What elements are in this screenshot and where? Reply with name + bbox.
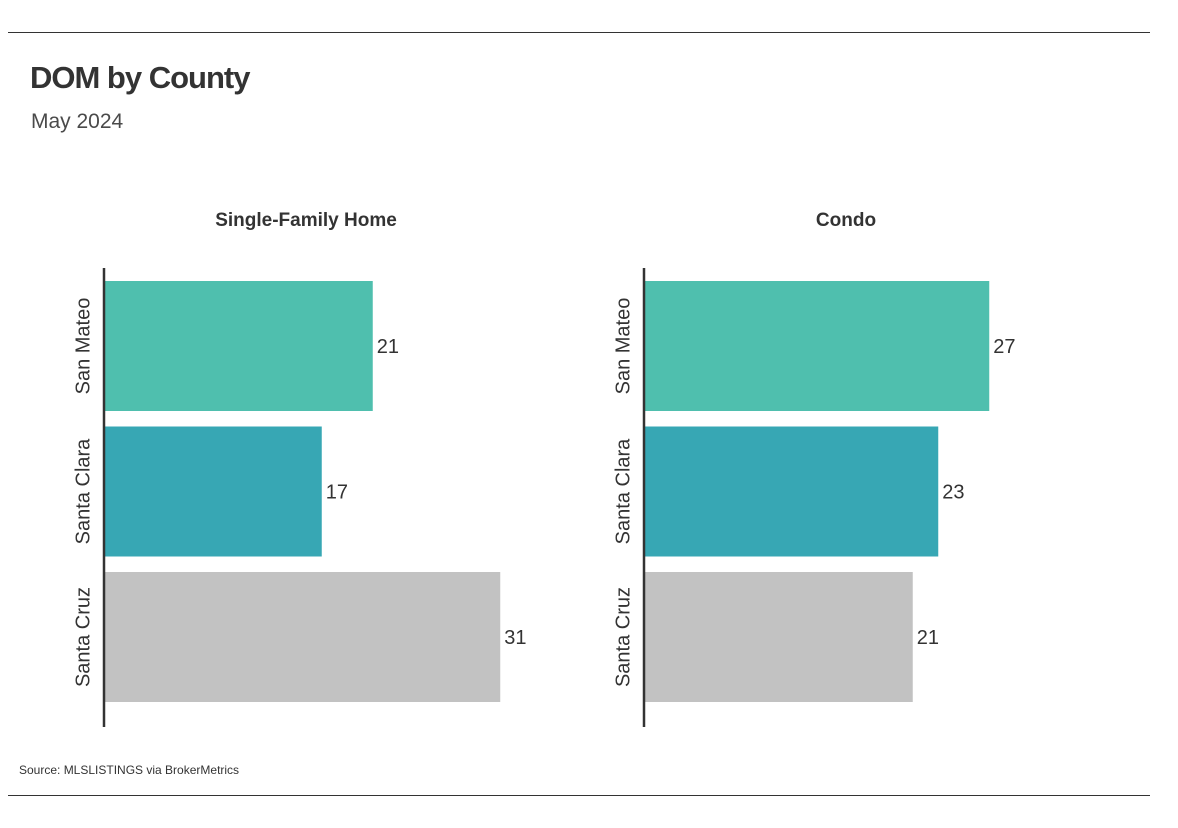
chart-panel-single-family-home: Single-Family Home 21 San Mateo 17 Santa Cla… <box>72 210 527 727</box>
chart-panel-condo: Condo 27 San Mateo 23 Santa Clara 21 Santa Cru… <box>612 210 1016 727</box>
bar-santa-clara <box>645 426 939 557</box>
bar-san-mateo <box>105 281 373 411</box>
data-label-santa-clara: 23 <box>942 482 964 504</box>
page-subtitle: May 2024 <box>31 110 124 133</box>
top-rule <box>8 32 1150 33</box>
panel-title: Single-Family Home <box>215 210 397 231</box>
category-label-san-mateo: San Mateo <box>72 298 94 395</box>
category-label-santa-clara: Santa Clara <box>612 438 634 544</box>
category-label-santa-clara: Santa Clara <box>72 438 94 544</box>
data-label-santa-cruz: 31 <box>504 627 526 649</box>
bar-santa-cruz <box>105 572 501 702</box>
bar-san-mateo <box>645 281 990 411</box>
data-label-santa-clara: 17 <box>326 482 348 504</box>
category-label-santa-cruz: Santa Cruz <box>72 587 94 687</box>
source-note: Source: MLSLISTINGS via BrokerMetrics <box>19 763 240 777</box>
category-label-san-mateo: San Mateo <box>612 298 634 395</box>
bottom-rule <box>8 795 1150 796</box>
data-label-san-mateo: 27 <box>993 336 1015 358</box>
bar-santa-cruz <box>645 572 913 702</box>
panel-title: Condo <box>816 210 876 231</box>
data-label-santa-cruz: 21 <box>917 627 939 649</box>
bar-santa-clara <box>105 426 322 557</box>
page-title: DOM by County <box>30 60 250 95</box>
category-label-santa-cruz: Santa Cruz <box>612 587 634 687</box>
data-label-san-mateo: 21 <box>377 336 399 358</box>
